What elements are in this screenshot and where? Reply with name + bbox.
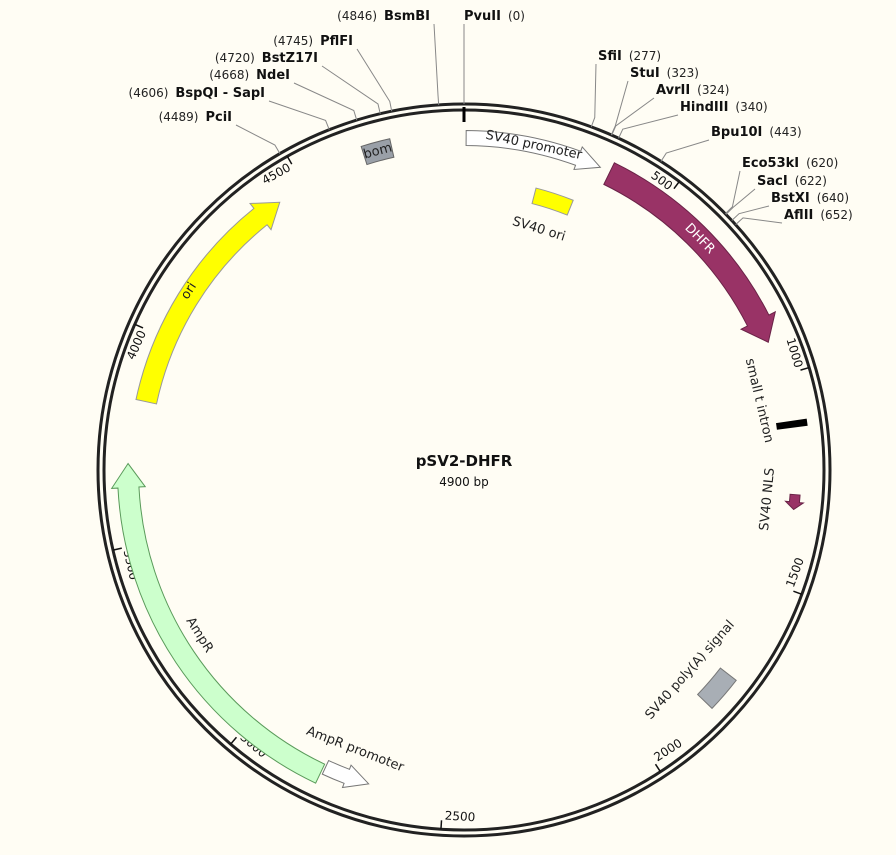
site-position: (4846) [337, 9, 377, 23]
site-position: (443) [769, 125, 801, 139]
scale-tick [230, 736, 238, 745]
site-label: HindIII (340) [680, 100, 768, 115]
feature-arc [135, 201, 281, 405]
inner-ring [102, 108, 826, 832]
outer-ring [96, 102, 832, 838]
feature-arc [110, 462, 326, 784]
site-name: SfiI [598, 49, 622, 64]
site-name: AflII [784, 208, 813, 223]
site-label: (4846) BsmBI [337, 9, 430, 24]
site-name: SacI [757, 174, 788, 189]
scale-tick [112, 547, 122, 551]
feature-label: SV40 ori [510, 214, 567, 245]
scale-label: 1000 [783, 336, 805, 369]
site-position: (323) [667, 66, 699, 80]
site-leader [433, 23, 440, 105]
site-name: BstXI [771, 191, 810, 206]
site-leader [321, 65, 381, 114]
site-name: PciI [205, 110, 232, 125]
site-position: (4745) [273, 34, 313, 48]
feature-arc [531, 187, 574, 216]
site-label: (4745) PflFI [273, 34, 353, 49]
site-position: (4489) [159, 110, 199, 124]
site-position: (324) [697, 83, 729, 97]
scale-tick [673, 181, 680, 190]
site-name: BsmBI [384, 9, 430, 24]
site-name: NdeI [256, 68, 290, 83]
site-name: Eco53kI [742, 156, 799, 171]
site-label: StuI (323) [630, 66, 699, 81]
feature-label: bom [362, 140, 394, 162]
site-position: (620) [806, 156, 838, 170]
scale-tick [800, 366, 810, 371]
scale-tick [134, 323, 144, 329]
site-leader [235, 124, 281, 154]
feature-arc [321, 759, 370, 789]
scale-tick [654, 763, 662, 773]
site-position: (4668) [209, 68, 249, 82]
feature-label: small t intron [742, 357, 776, 444]
site-name: BspQI - SapI [175, 86, 265, 101]
site-label: Eco53kI (620) [742, 156, 838, 171]
site-position: (4606) [129, 86, 169, 100]
site-leader [268, 100, 330, 130]
scale-tick [440, 820, 443, 830]
feature-label: SV40 promoter [484, 128, 584, 163]
feature-arc [696, 667, 737, 710]
site-label: BstXI (640) [771, 191, 849, 206]
feature-arc [784, 493, 805, 511]
site-leader [618, 114, 679, 139]
feature-arc [465, 130, 602, 171]
site-position: (340) [735, 100, 767, 114]
site-label: Bpu10I (443) [711, 125, 802, 140]
site-position: (4720) [215, 51, 255, 65]
scale-label: 1500 [783, 556, 807, 590]
site-label: (4606) BspQI - SapI [129, 86, 265, 101]
site-leader [735, 217, 783, 226]
site-label: (4489) PciI [159, 110, 232, 125]
site-leader [610, 80, 629, 136]
site-label: (4720) BstZ17I [215, 51, 318, 66]
plasmid-size: 4900 bp [439, 475, 489, 489]
site-label: SacI (622) [757, 174, 827, 189]
site-position: (622) [795, 174, 827, 188]
site-name: PflFI [320, 34, 353, 49]
site-label: PvuII (0) [464, 9, 525, 24]
scale-label: 2500 [444, 808, 475, 824]
feature-label: SV40 NLS [757, 467, 778, 531]
site-leader [611, 97, 655, 136]
site-leader [293, 82, 358, 121]
site-position: (277) [629, 49, 661, 63]
feature-arc [360, 138, 395, 166]
site-name: HindIII [680, 100, 728, 115]
scale-tick [286, 155, 293, 165]
plasmid-name: pSV2-DHFR [416, 452, 513, 470]
site-label: (4668) NdeI [209, 68, 290, 83]
feature-arc [776, 418, 808, 430]
site-position: (0) [508, 9, 525, 23]
site-position: (652) [820, 208, 852, 222]
site-name: PvuII [464, 9, 501, 24]
site-name: StuI [630, 66, 660, 81]
site-leader [731, 205, 770, 221]
feature-arc [603, 162, 777, 343]
site-label: AflII (652) [784, 208, 853, 223]
site-label: SfiI (277) [598, 49, 661, 64]
site-leader [725, 188, 756, 215]
site-name: BstZ17I [262, 51, 318, 66]
site-leader [590, 63, 597, 128]
site-name: AvrII [656, 83, 690, 98]
site-leader [724, 170, 741, 215]
site-leader [660, 139, 710, 162]
site-position: (640) [817, 191, 849, 205]
site-label: AvrII (324) [656, 83, 729, 98]
scale-tick [793, 590, 803, 596]
site-name: Bpu10I [711, 125, 762, 140]
site-leader [356, 48, 393, 112]
